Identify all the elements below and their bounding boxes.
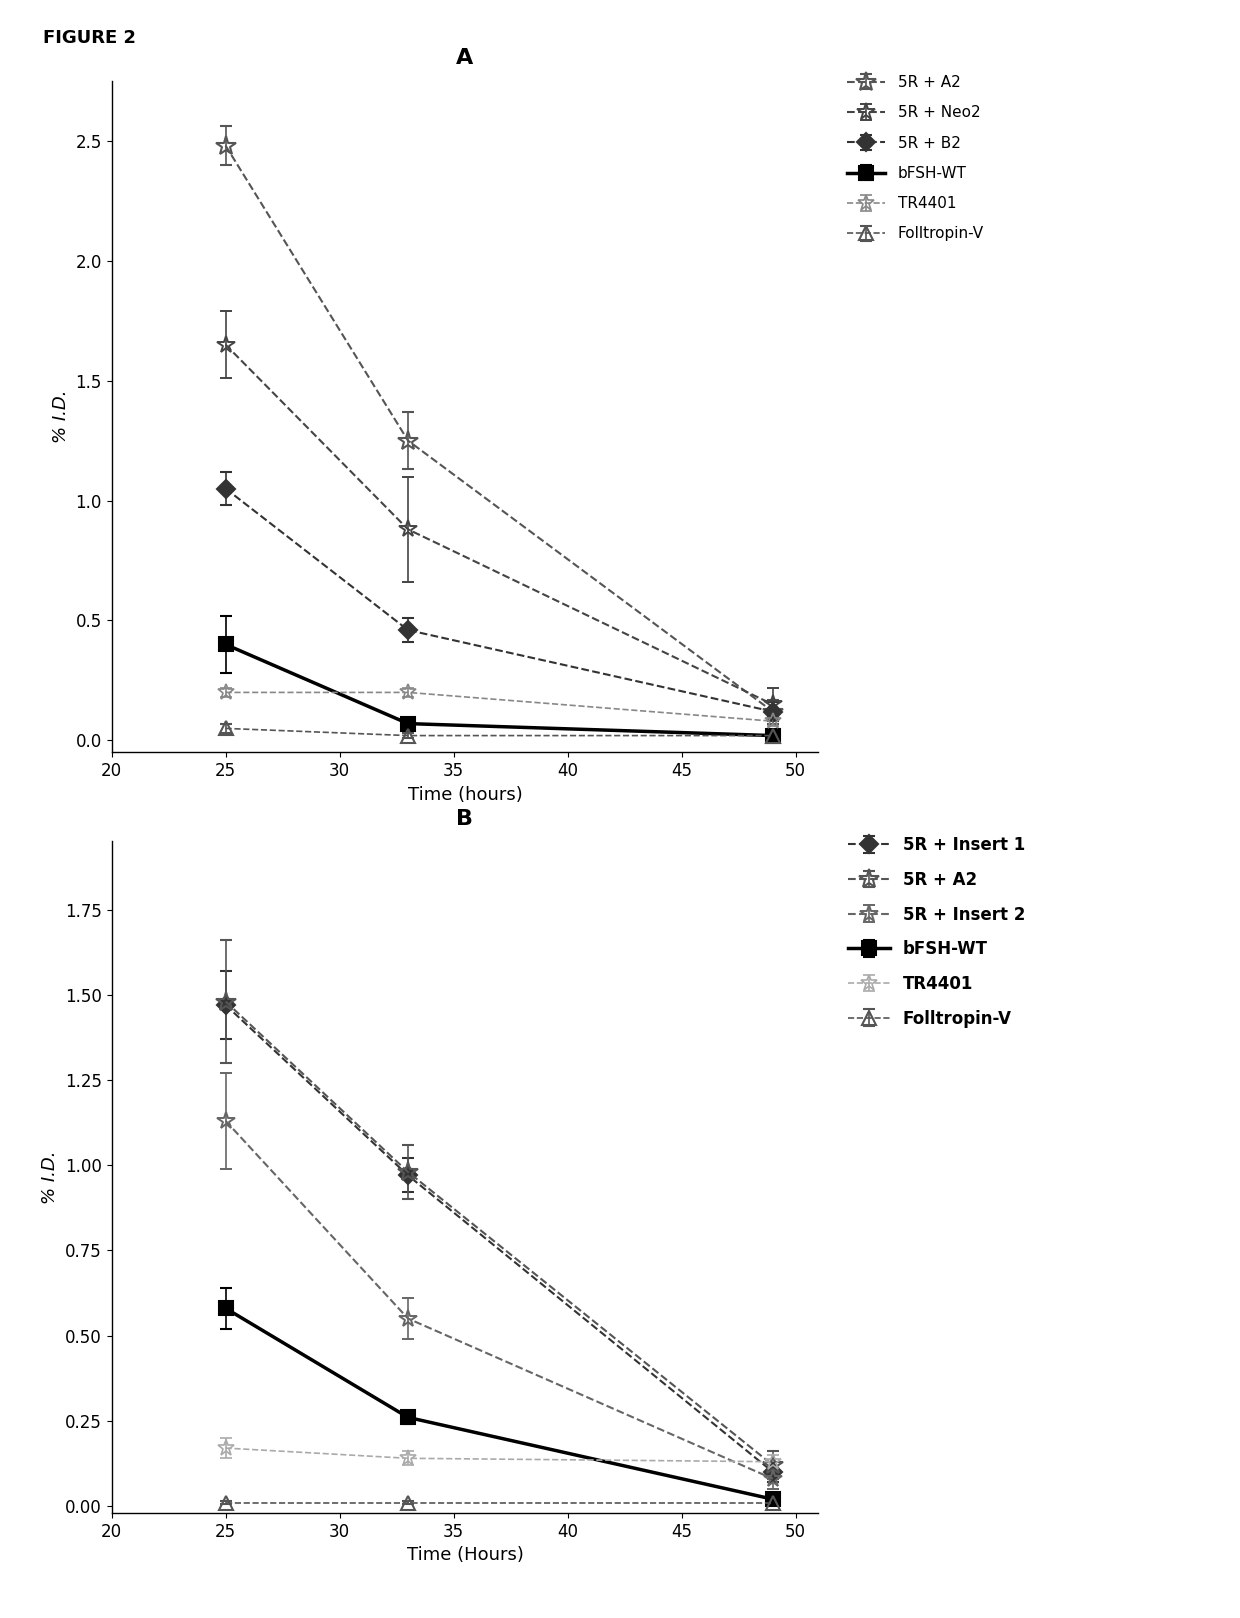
Legend: 5R + Insert 1, 5R + A2, 5R + Insert 2, bFSH-WT, TR4401, Folltropin-V: 5R + Insert 1, 5R + A2, 5R + Insert 2, b… (848, 837, 1025, 1027)
Legend: 5R + A2, 5R + Neo2, 5R + B2, bFSH-WT, TR4401, Folltropin-V: 5R + A2, 5R + Neo2, 5R + B2, bFSH-WT, TR… (847, 74, 983, 241)
Title: B: B (456, 809, 474, 828)
Text: FIGURE 2: FIGURE 2 (43, 29, 136, 47)
Y-axis label: % I.D.: % I.D. (52, 390, 69, 443)
Y-axis label: % I.D.: % I.D. (41, 1150, 60, 1204)
X-axis label: Time (Hours): Time (Hours) (407, 1547, 523, 1565)
X-axis label: Time (hours): Time (hours) (408, 786, 522, 804)
Title: A: A (456, 49, 474, 68)
